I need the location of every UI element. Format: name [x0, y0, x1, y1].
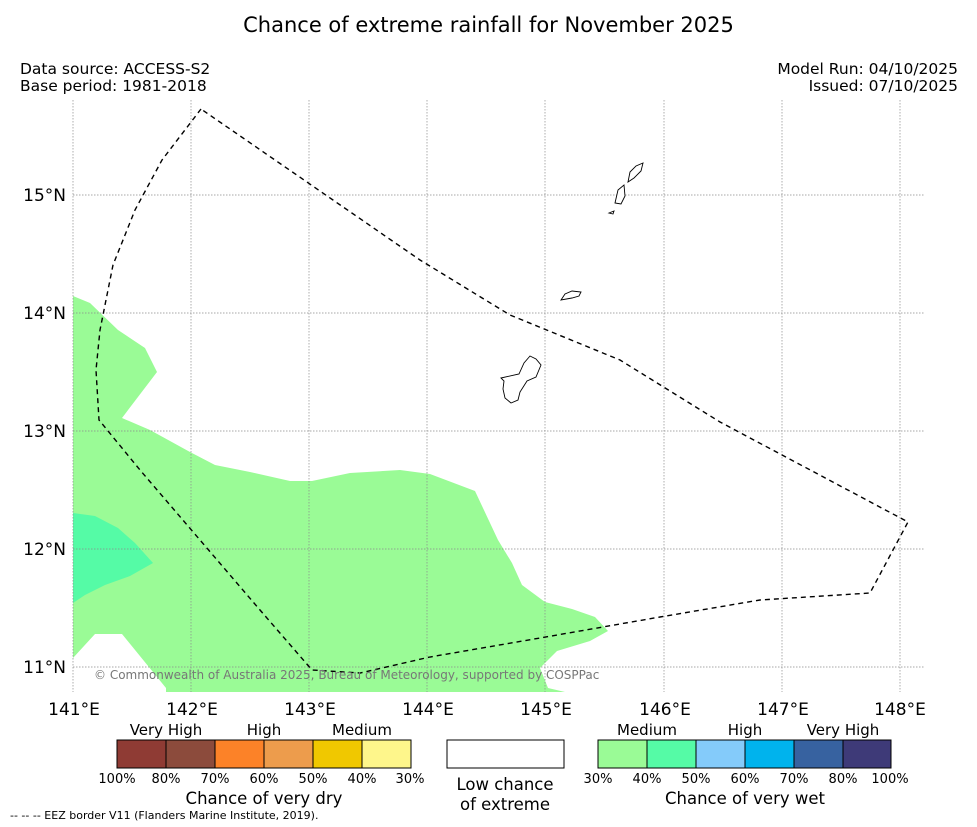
lon-label: 144°E: [402, 700, 454, 720]
lat-label: 11°N: [23, 658, 66, 678]
guam-island: [500, 355, 542, 404]
high-wet-region: [73, 513, 153, 603]
wet-percent: 70%: [780, 772, 809, 787]
longitude-labels: 141°E 142°E 143°E 144°E 145°E 146°E 147°…: [48, 700, 926, 720]
dry-percent: 100%: [98, 772, 135, 787]
low-chance-swatch: [446, 739, 565, 769]
dry-caption: Chance of very dry: [186, 789, 343, 808]
dry-percent: 50%: [299, 772, 328, 787]
dry-swatch: [312, 739, 363, 769]
latitude-labels: 15°N 14°N 13°N 12°N 11°N: [23, 186, 66, 678]
lat-label: 14°N: [23, 304, 66, 324]
wet-swatch: [695, 739, 746, 769]
dry-swatch: [263, 739, 314, 769]
dry-swatch: [116, 739, 167, 769]
low-chance-label: Low chance: [456, 775, 553, 794]
eez-border: [95, 108, 909, 674]
dry-category-label: Very High: [130, 721, 203, 739]
meta-left: Data source: ACCESS-S2 Base period: 1981…: [20, 61, 210, 95]
dry-category-label: Medium: [332, 721, 392, 739]
meta-right: Model Run: 04/10/2025 Issued: 07/10/2025: [777, 61, 958, 95]
graticule: [72, 100, 925, 692]
wet-swatch: [597, 739, 648, 769]
lon-label: 145°E: [520, 700, 572, 720]
islands: [500, 162, 644, 404]
low-chance-label: of extreme: [460, 795, 550, 814]
wet-percent: 40%: [633, 772, 662, 787]
wet-legend: Medium High Very High 30% 40% 50% 60% 70…: [584, 721, 909, 808]
wet-swatch: [842, 739, 892, 769]
data-source: Data source: ACCESS-S2: [20, 60, 211, 78]
lon-label: 141°E: [48, 700, 100, 720]
wet-percent: 80%: [829, 772, 858, 787]
dry-percent: 30%: [396, 772, 425, 787]
dry-percent: 70%: [201, 772, 230, 787]
wet-percent: 60%: [731, 772, 760, 787]
lon-label: 142°E: [166, 700, 218, 720]
aguijan-island: [607, 210, 615, 215]
wet-percent: 50%: [682, 772, 711, 787]
dry-category-label: High: [247, 721, 281, 739]
saipan-island: [627, 162, 644, 183]
wet-swatch: [646, 739, 697, 769]
page-title: Chance of extreme rainfall for November …: [243, 13, 734, 37]
lon-label: 148°E: [874, 700, 926, 720]
dry-swatch: [165, 739, 216, 769]
dry-percent: 60%: [250, 772, 279, 787]
lat-label: 15°N: [23, 186, 66, 206]
issued-date: Issued: 07/10/2025: [808, 77, 958, 95]
wet-category-label: Very High: [807, 721, 880, 739]
model-run: Model Run: 04/10/2025: [777, 60, 958, 78]
tinian-island: [614, 184, 626, 205]
dry-percent: 80%: [152, 772, 181, 787]
lat-label: 12°N: [23, 540, 66, 560]
base-period: Base period: 1981-2018: [20, 77, 207, 95]
dry-swatch: [214, 739, 265, 769]
lon-label: 147°E: [757, 700, 809, 720]
eez-border-note: -- -- -- EEZ border V11 (Flanders Marine…: [10, 809, 319, 822]
wet-swatch: [793, 739, 844, 769]
wet-percent: 30%: [584, 772, 613, 787]
low-chance-legend: Low chance of extreme: [446, 739, 565, 814]
wet-percent: 100%: [871, 772, 908, 787]
dry-percent: 40%: [348, 772, 377, 787]
lon-label: 143°E: [284, 700, 336, 720]
dry-swatch: [361, 739, 412, 769]
medium-wet-region: [73, 296, 608, 692]
wet-swatch: [744, 739, 795, 769]
wet-caption: Chance of very wet: [665, 789, 826, 808]
wet-category-label: High: [728, 721, 762, 739]
rota-island: [560, 290, 582, 301]
dry-legend: Very High High Medium 100% 80% 70% 60% 5…: [98, 721, 424, 808]
copyright-notice: © Commonwealth of Australia 2025, Bureau…: [94, 668, 600, 682]
wet-category-label: Medium: [617, 721, 677, 739]
lon-label: 146°E: [639, 700, 691, 720]
lat-label: 13°N: [23, 422, 66, 442]
